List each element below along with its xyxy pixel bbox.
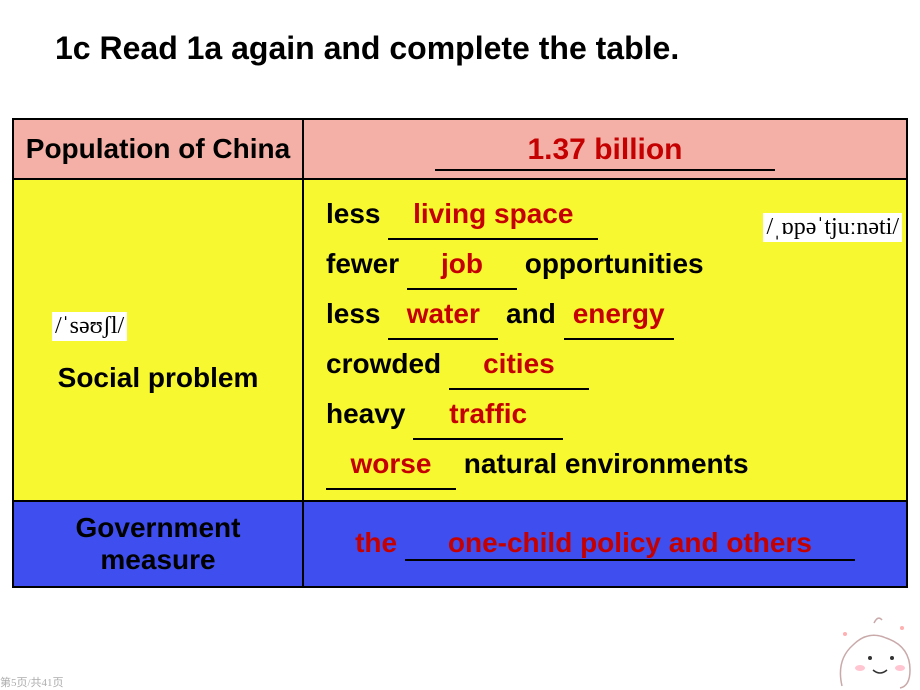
- social-value-cell: /ˌɒpəˈtjuːnəti/ less living space fewer …: [303, 179, 907, 501]
- social-label: Social problem: [20, 362, 296, 394]
- social-label-cell: /ˈsəʊʃl/ Social problem: [13, 179, 303, 501]
- table-row-social: /ˈsəʊʃl/ Social problem /ˌɒpəˈtjuːnəti/ …: [13, 179, 907, 501]
- content-table: Population of China 1.37 billion /ˈsəʊʃl…: [12, 118, 908, 588]
- answer-living-space: living space: [388, 190, 598, 240]
- emoticon-icon: [830, 610, 920, 690]
- answer-energy: energy: [564, 290, 674, 340]
- gov-ans-pre: the: [355, 527, 405, 558]
- l1-pre: less: [326, 198, 388, 229]
- answer-job: job: [407, 240, 517, 290]
- answer-cities: cities: [449, 340, 589, 390]
- l6-post: natural environments: [456, 448, 749, 479]
- phonetic-opportunity: /ˌɒpəˈtjuːnəti/: [763, 213, 902, 242]
- page-counter: 第5页/共41页: [0, 674, 64, 690]
- government-answer: the one-child policy and others: [355, 527, 855, 558]
- l4-pre: crowded: [326, 348, 449, 379]
- population-label: Population of China: [26, 133, 290, 164]
- answer-worse: worse: [326, 440, 456, 490]
- l3-pre: less: [326, 298, 388, 329]
- l2-post: opportunities: [517, 248, 704, 279]
- government-label-line1: Government: [20, 512, 296, 544]
- l5-pre: heavy: [326, 398, 413, 429]
- social-line-6: worse natural environments: [326, 440, 884, 490]
- table-row-government: Government measure the one-child policy …: [13, 501, 907, 587]
- gov-ans-underlined: one-child policy and others: [405, 527, 855, 561]
- population-answer: 1.37 billion: [527, 133, 682, 167]
- population-value-cell: 1.37 billion: [303, 119, 907, 179]
- l3-mid: and: [498, 298, 563, 329]
- table-row-population: Population of China 1.37 billion: [13, 119, 907, 179]
- answer-water: water: [388, 290, 498, 340]
- government-label-cell: Government measure: [13, 501, 303, 587]
- social-line-4: crowded cities: [326, 340, 884, 390]
- government-label-line2: measure: [20, 544, 296, 576]
- answer-traffic: traffic: [413, 390, 563, 440]
- l2-pre: fewer: [326, 248, 407, 279]
- government-value-cell: the one-child policy and others: [303, 501, 907, 587]
- social-line-5: heavy traffic: [326, 390, 884, 440]
- social-line-3: less water and energy: [326, 290, 884, 340]
- social-line-2: fewer job opportunities: [326, 240, 884, 290]
- population-label-cell: Population of China: [13, 119, 303, 179]
- page-title: 1c Read 1a again and complete the table.: [55, 30, 679, 67]
- phonetic-social: /ˈsəʊʃl/: [52, 312, 127, 341]
